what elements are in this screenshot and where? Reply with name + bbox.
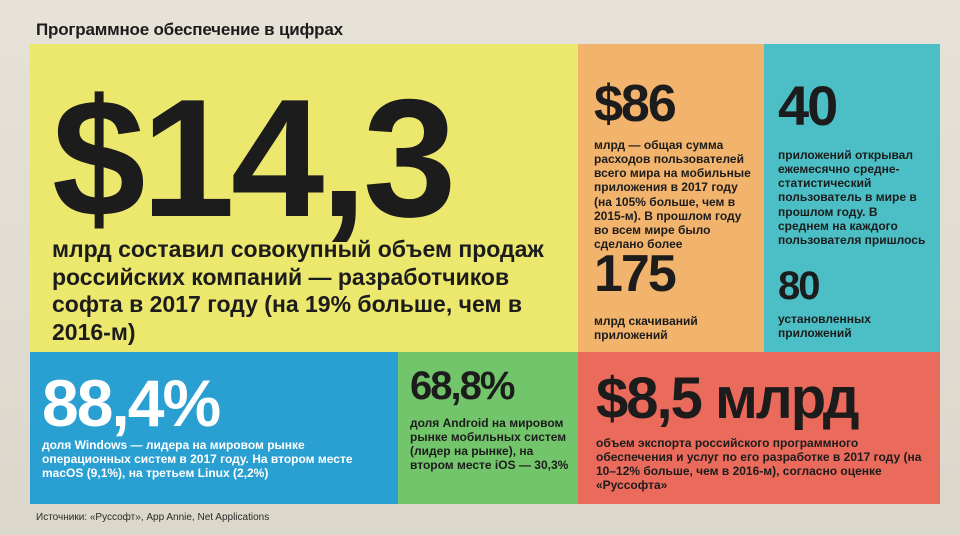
windows-share-description: доля Windows — лидера на мировом рынке о… xyxy=(42,438,353,481)
apps-per-user-block: 40 приложений открывал ежемесячно средне… xyxy=(764,44,940,352)
export-figure: $8,5 млрд xyxy=(596,366,860,431)
android-share-description: доля Android на мировом рынке мобильных … xyxy=(410,416,569,473)
russian-software-sales-block: $14,3 млрд составил совокупный объем про… xyxy=(30,44,578,352)
page-title: Программное обеспечение в цифрах xyxy=(36,20,343,39)
downloads-description: млрд скачиваний приложений xyxy=(594,314,698,343)
mobile-spending-block: $86 млрд — общая сумма расходов пользова… xyxy=(578,44,764,352)
mobile-spending-figure: $86 xyxy=(594,75,677,133)
android-share-block: 68,8% доля Android на мировом рынке моби… xyxy=(398,352,578,504)
sales-figure: $14,3 xyxy=(52,64,456,252)
android-share-figure: 68,8% xyxy=(410,364,515,408)
sources-note: Источники: «Руссофт», App Annie, Net App… xyxy=(36,512,270,523)
downloads-figure: 175 xyxy=(594,245,677,303)
apps-installed-figure: 80 xyxy=(778,264,820,308)
export-description: объем экспорта российского программного … xyxy=(596,436,922,493)
windows-share-block: 88,4% доля Windows — лидера на мировом р… xyxy=(30,352,398,504)
sales-description: млрд составил совокупный объем продаж ро… xyxy=(52,236,544,345)
apps-opened-figure: 40 xyxy=(778,74,838,137)
mobile-spending-description: млрд — общая сумма расходов пользователе… xyxy=(594,138,751,252)
apps-opened-description: приложений открывал ежемесячно средне-ст… xyxy=(778,148,926,247)
windows-share-figure: 88,4% xyxy=(42,366,221,440)
apps-installed-description: установленных приложений xyxy=(778,312,871,341)
software-export-block: $8,5 млрд объем экспорта российского про… xyxy=(578,352,940,504)
